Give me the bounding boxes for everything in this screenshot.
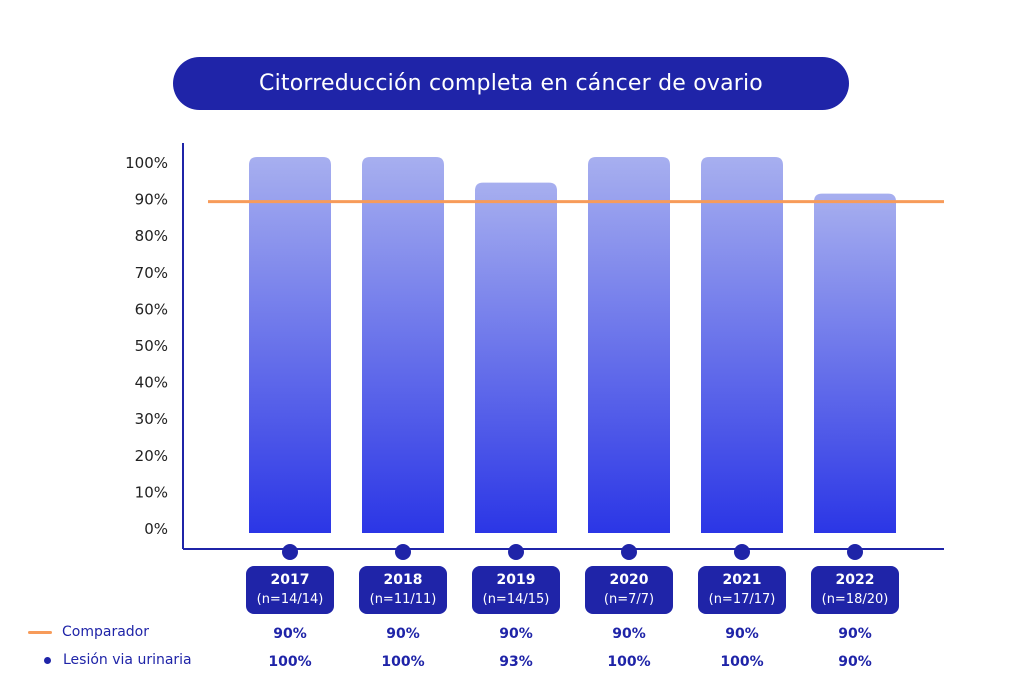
bar [814, 193, 896, 533]
category-pill [811, 566, 899, 614]
bar [362, 157, 444, 533]
lesion-value: 90% [838, 654, 872, 670]
comparador-value: 90% [838, 626, 872, 642]
x-tick-sublabel: (n=17/17) [709, 592, 776, 607]
x-tick-sublabel: (n=7/7) [604, 592, 654, 607]
x-tick-sublabel: (n=14/15) [483, 592, 550, 607]
comparador-value: 90% [612, 626, 646, 642]
y-tick-label: 0% [144, 520, 168, 538]
x-tick-sublabel: (n=11/11) [370, 592, 437, 607]
y-tick-label: 90% [135, 191, 168, 209]
axis-marker-dot [395, 544, 411, 560]
lesion-value: 100% [607, 654, 651, 670]
x-tick-label: 2020 [610, 572, 649, 588]
y-tick-label: 100% [125, 154, 168, 172]
x-tick-label: 2018 [384, 572, 423, 588]
comparador-value: 90% [273, 626, 307, 642]
lesion-dot-icon [44, 656, 51, 664]
bar [475, 182, 557, 533]
bar [701, 157, 783, 533]
x-tick-sublabel: (n=14/14) [257, 592, 324, 607]
axis-marker-dot [621, 544, 637, 560]
x-tick-label: 2022 [836, 572, 875, 588]
axis-marker-dot [847, 544, 863, 560]
axis-marker-dot [282, 544, 298, 560]
lesion-value: 100% [268, 654, 312, 670]
y-tick-label: 60% [135, 300, 168, 318]
comparador-value: 90% [386, 626, 420, 642]
y-tick-label: 40% [135, 374, 168, 392]
legend-lesion-label: Lesión via urinaria [63, 652, 192, 668]
category-pill [585, 566, 673, 614]
legend-comparador: Comparador [28, 624, 149, 640]
y-tick-label: 20% [135, 447, 168, 465]
category-pill [359, 566, 447, 614]
y-tick-label: 80% [135, 227, 168, 245]
y-tick-label: 30% [135, 410, 168, 428]
bar [249, 157, 331, 533]
legend-lesion: Lesión via urinaria [28, 652, 192, 668]
comparador-line-icon [28, 630, 52, 634]
legend-comparador-label: Comparador [62, 624, 149, 640]
x-tick-label: 2017 [271, 572, 310, 588]
category-pill [246, 566, 334, 614]
y-tick-label: 50% [135, 337, 168, 355]
lesion-value: 100% [720, 654, 764, 670]
category-pill [698, 566, 786, 614]
x-tick-sublabel: (n=18/20) [822, 592, 889, 607]
chart-title: Citorreducción completa en cáncer de ova… [173, 57, 849, 110]
x-tick-label: 2021 [723, 572, 762, 588]
category-pill [472, 566, 560, 614]
bar [588, 157, 670, 533]
axis-marker-dot [508, 544, 524, 560]
axis-marker-dot [734, 544, 750, 560]
comparador-value: 90% [499, 626, 533, 642]
comparador-value: 90% [725, 626, 759, 642]
y-tick-label: 10% [135, 483, 168, 501]
lesion-value: 100% [381, 654, 425, 670]
y-tick-label: 70% [135, 264, 168, 282]
lesion-value: 93% [499, 654, 533, 670]
x-tick-label: 2019 [497, 572, 536, 588]
